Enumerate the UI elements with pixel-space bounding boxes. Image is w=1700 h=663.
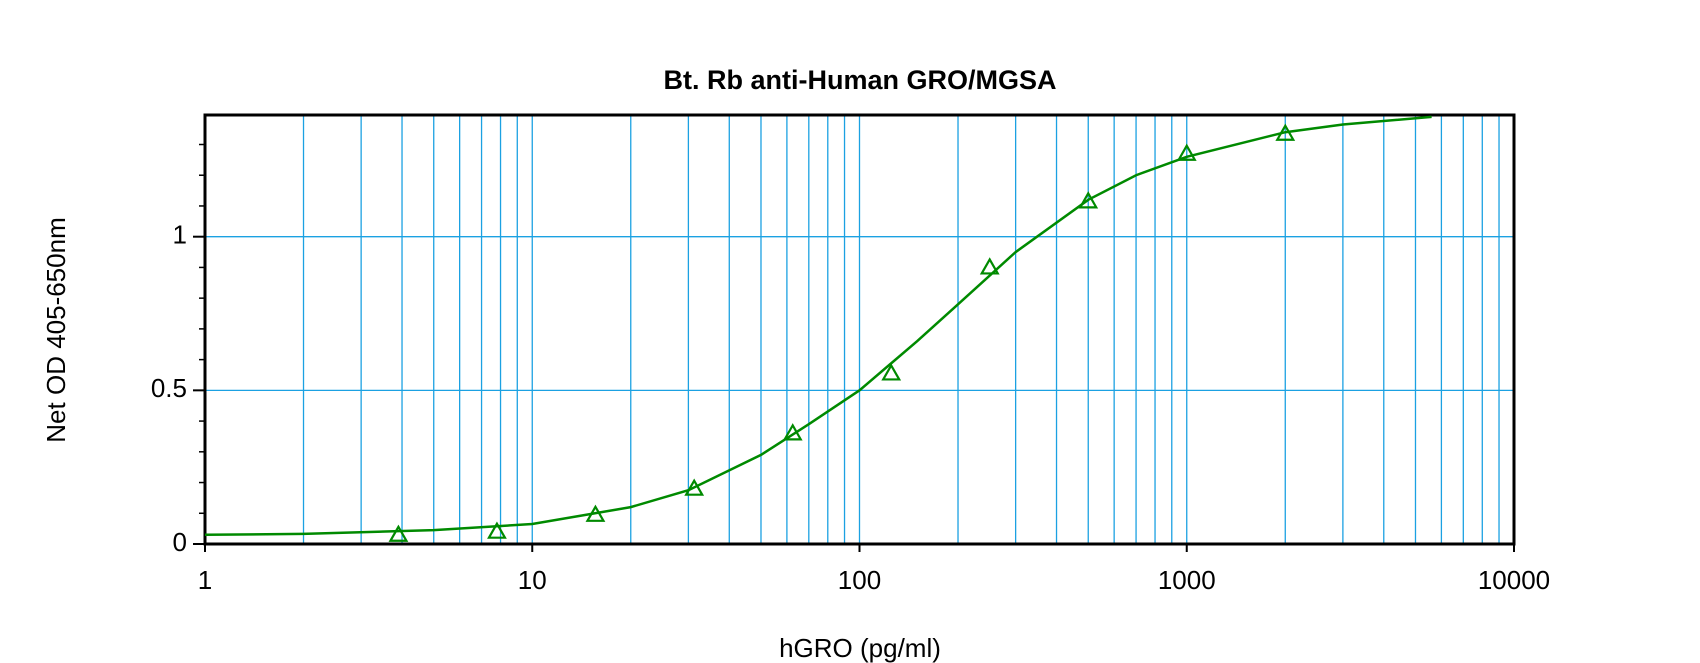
data-point bbox=[979, 257, 1000, 275]
fit-curve bbox=[204, 115, 1432, 537]
data-point bbox=[881, 363, 902, 381]
plot-frame bbox=[203, 113, 1516, 546]
y-tick-label: 1 bbox=[173, 220, 187, 250]
x-tick-label: 10000 bbox=[1478, 565, 1550, 595]
chart-title: Bt. Rb anti-Human GRO/MGSA bbox=[664, 65, 1057, 95]
y-tick-label: 0.5 bbox=[151, 373, 187, 403]
x-tick-label: 1000 bbox=[1158, 565, 1216, 595]
data-point bbox=[1078, 191, 1099, 209]
x-axis-label: hGRO (pg/ml) bbox=[779, 633, 941, 663]
data-point bbox=[487, 521, 507, 539]
y-axis-label: Net OD 405-650nm bbox=[41, 217, 71, 442]
x-tick-label: 10 bbox=[518, 565, 547, 595]
data-point bbox=[1176, 143, 1197, 161]
data-point bbox=[388, 524, 409, 542]
x-tick-label: 100 bbox=[838, 565, 881, 595]
data-point bbox=[684, 478, 705, 496]
x-tick-label: 1 bbox=[198, 565, 212, 595]
y-tick-label: 0 bbox=[173, 527, 187, 557]
